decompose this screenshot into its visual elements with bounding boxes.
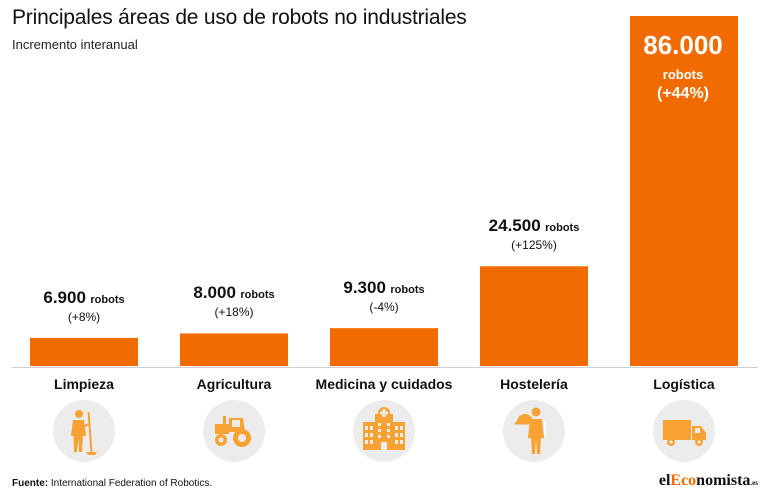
hospital-icon (353, 400, 415, 462)
tractor-icon (203, 400, 265, 462)
value-label-0: 6.900 robots (+8%) (43, 287, 125, 324)
bar-1 (180, 333, 288, 366)
category-label-3: Hostelería (500, 376, 568, 392)
bar-0 (30, 337, 138, 366)
truck-icon (653, 400, 715, 462)
source-text: International Federation of Robotics. (48, 478, 213, 489)
chart-title: Principales áreas de uso de robots no in… (12, 6, 467, 29)
brand-logo: elEconomista.es (658, 472, 758, 489)
bar-4 (630, 16, 738, 366)
value-label-1: 8.000 robots (+18%) (193, 283, 275, 320)
category-label-4: Logística (653, 376, 715, 392)
chart-subtitle: Incremento interanual (12, 37, 138, 52)
bar-3 (480, 266, 588, 366)
value-label-4: 86.000 robots (+44%) (643, 30, 723, 102)
value-label-3: 24.500 robots (+125%) (488, 216, 580, 253)
value-label-2: 9.300 robots (-4%) (343, 278, 425, 315)
category-label-0: Limpieza (54, 376, 114, 392)
source-label: Fuente: (12, 478, 49, 489)
bar-2 (330, 328, 438, 366)
source-note: Fuente: International Federation of Robo… (12, 478, 212, 489)
waiter-icon (503, 400, 565, 462)
category-label-1: Agricultura (196, 376, 272, 392)
category-label-2: Medicina y cuidados (315, 376, 453, 392)
cleaner-icon (53, 400, 115, 462)
chart-baseline (12, 367, 758, 368)
